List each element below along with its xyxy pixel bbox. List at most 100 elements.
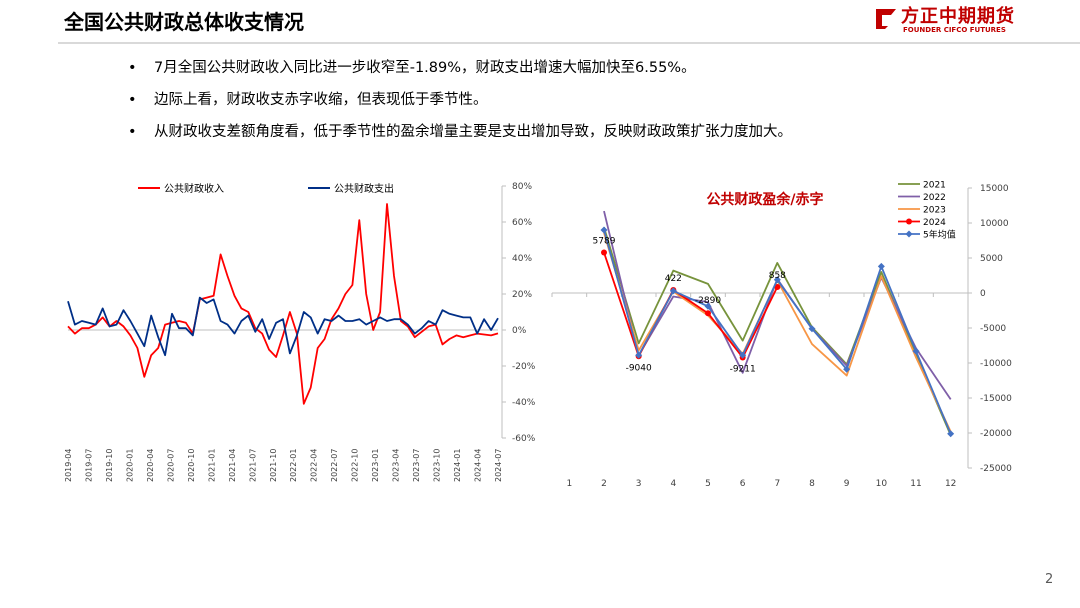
logo-mark-icon xyxy=(876,9,896,29)
x-tick-label: 2021-01 xyxy=(207,449,216,482)
x-tick-label: 2021-07 xyxy=(248,449,257,482)
series-line xyxy=(603,229,952,435)
data-point xyxy=(877,262,885,270)
series-line xyxy=(603,226,952,436)
y-tick-label: -60% xyxy=(512,434,536,444)
legend-marker xyxy=(906,218,912,225)
page-title: 全国公共财政总体收支情况 xyxy=(64,10,304,34)
x-tick-label: 11 xyxy=(910,479,921,489)
x-tick-label: 2023-01 xyxy=(371,449,380,482)
x-tick-label: 2022-04 xyxy=(310,449,319,482)
legend-marker xyxy=(905,230,913,238)
data-point xyxy=(808,325,816,333)
page-number: 2 xyxy=(1045,572,1054,587)
x-tick-label: 2024-04 xyxy=(474,449,483,482)
series-line xyxy=(67,296,499,357)
x-tick-label: 2023-04 xyxy=(392,449,401,482)
data-label: 5789 xyxy=(593,236,616,246)
x-tick-label: 2 xyxy=(601,479,607,489)
x-tick-label: 2023-07 xyxy=(412,449,421,482)
x-tick-label: 4 xyxy=(670,479,676,489)
data-point xyxy=(947,430,955,438)
x-tick-label: 2019-10 xyxy=(105,449,114,482)
y-tick-label: 20% xyxy=(512,290,532,300)
data-label: 858 xyxy=(769,271,786,281)
y-tick-label: 10000 xyxy=(980,219,1009,229)
y-tick-label: -25000 xyxy=(980,464,1012,474)
chart-title: 公共财政盈余/赤字 xyxy=(706,191,823,208)
surplus-deficit-chart: 1 2 3 4 5 6 7 8 9 10 11 12150001000050000-5000-1000… xyxy=(551,181,1012,489)
y-tick-label: 0% xyxy=(512,326,527,336)
x-tick-label: 2024-07 xyxy=(494,449,503,482)
legend-label: 2022 xyxy=(923,193,946,203)
data-label: -9040 xyxy=(626,363,652,373)
y-tick-label: 15000 xyxy=(980,184,1009,194)
data-point xyxy=(705,310,711,317)
x-tick-label: 5 xyxy=(705,479,711,489)
data-point xyxy=(739,351,747,359)
data-point xyxy=(704,302,712,310)
data-point xyxy=(600,226,608,234)
data-point xyxy=(774,283,781,290)
x-tick-label: 2021-04 xyxy=(228,449,237,482)
data-point xyxy=(843,365,851,373)
data-point xyxy=(773,276,781,284)
x-tick-label: 2022-07 xyxy=(330,449,339,482)
legend-label: 公共财政收入 xyxy=(164,182,224,195)
series-line xyxy=(67,203,499,405)
data-point xyxy=(601,249,607,256)
data-label: 422 xyxy=(665,274,682,284)
x-tick-label: 7 xyxy=(774,479,780,489)
bullet-list: • 7月全国公共财政收入同比进一步收窄至-1.89%，财政支出增速大幅加快至6.5… xyxy=(128,58,1028,154)
x-tick-label: 2022-10 xyxy=(351,449,360,482)
y-tick-label: -10000 xyxy=(980,359,1012,369)
bullet-marker: • xyxy=(128,124,137,140)
x-tick-label: 2019-07 xyxy=(84,449,93,482)
bullet-marker: • xyxy=(128,60,137,76)
x-tick-label: 2021-10 xyxy=(269,449,278,482)
x-tick-label: 10 xyxy=(876,479,888,489)
data-point xyxy=(669,287,677,295)
legend-label: 2023 xyxy=(923,206,946,216)
company-logo: 方正中期期货 FOUNDER CIFCO FUTURES xyxy=(873,2,1033,40)
y-tick-label: 80% xyxy=(512,182,532,192)
y-tick-label: -15000 xyxy=(980,394,1012,404)
legend-label: 2021 xyxy=(923,181,946,191)
x-tick-label: 8 xyxy=(809,479,815,489)
bullet-item: • 边际上看，财政收支赤字收缩，但表现低于季节性。 xyxy=(128,90,1028,122)
legend-label: 2024 xyxy=(923,218,946,228)
x-tick-label: 2022-01 xyxy=(289,449,298,482)
x-tick-label: 6 xyxy=(740,479,746,489)
x-tick-label: 2024-01 xyxy=(453,449,462,482)
y-tick-label: -20% xyxy=(512,362,536,372)
bullet-item: • 7月全国公共财政收入同比进一步收窄至-1.89%，财政支出增速大幅加快至6.5… xyxy=(128,58,1028,90)
bullet-text: 从财政收支差额角度看，低于季节性的盈余增量主要是支出增加导致，反映财政政策扩张力… xyxy=(154,124,792,140)
y-tick-label: 60% xyxy=(512,218,532,228)
x-tick-label: 2020-01 xyxy=(125,449,134,482)
data-point xyxy=(635,351,643,359)
data-point xyxy=(912,347,920,355)
revenue-expenditure-yoy-chart: 80% 60% 40% 20% 0% -20% -40% -60% 2019-04 2019-07… xyxy=(64,182,536,482)
x-tick-label: 1 xyxy=(566,479,572,489)
x-tick-label: 2020-04 xyxy=(146,449,155,482)
x-tick-label: 12 xyxy=(945,479,956,489)
logo-text-cn: 方正中期期货 xyxy=(901,6,1015,27)
x-tick-label: 3 xyxy=(636,479,642,489)
y-tick-label: -5000 xyxy=(980,324,1006,334)
y-tick-label: 5000 xyxy=(980,254,1003,264)
y-tick-label: 40% xyxy=(512,254,532,264)
bullet-text: 7月全国公共财政收入同比进一步收窄至-1.89%，财政支出增速大幅加快至6.55… xyxy=(154,60,696,76)
bullet-marker: • xyxy=(128,92,137,108)
x-tick-label: 2020-10 xyxy=(187,449,196,482)
bullet-text: 边际上看，财政收支赤字收缩，但表现低于季节性。 xyxy=(154,92,488,108)
data-label: -9211 xyxy=(730,364,756,374)
y-tick-label: 0 xyxy=(980,289,986,299)
series-line xyxy=(603,252,779,359)
legend-label: 5年均值 xyxy=(923,229,956,241)
logo-text-en: FOUNDER CIFCO FUTURES xyxy=(903,26,1006,34)
x-tick-label: 2019-04 xyxy=(64,449,73,482)
legend-label: 公共财政支出 xyxy=(334,182,394,195)
bullet-item: • 从财政收支差额角度看，低于季节性的盈余增量主要是支出增加导致，反映财政政策扩张… xyxy=(128,122,1028,154)
data-label: -2890 xyxy=(695,296,721,306)
y-tick-label: -40% xyxy=(512,398,536,408)
